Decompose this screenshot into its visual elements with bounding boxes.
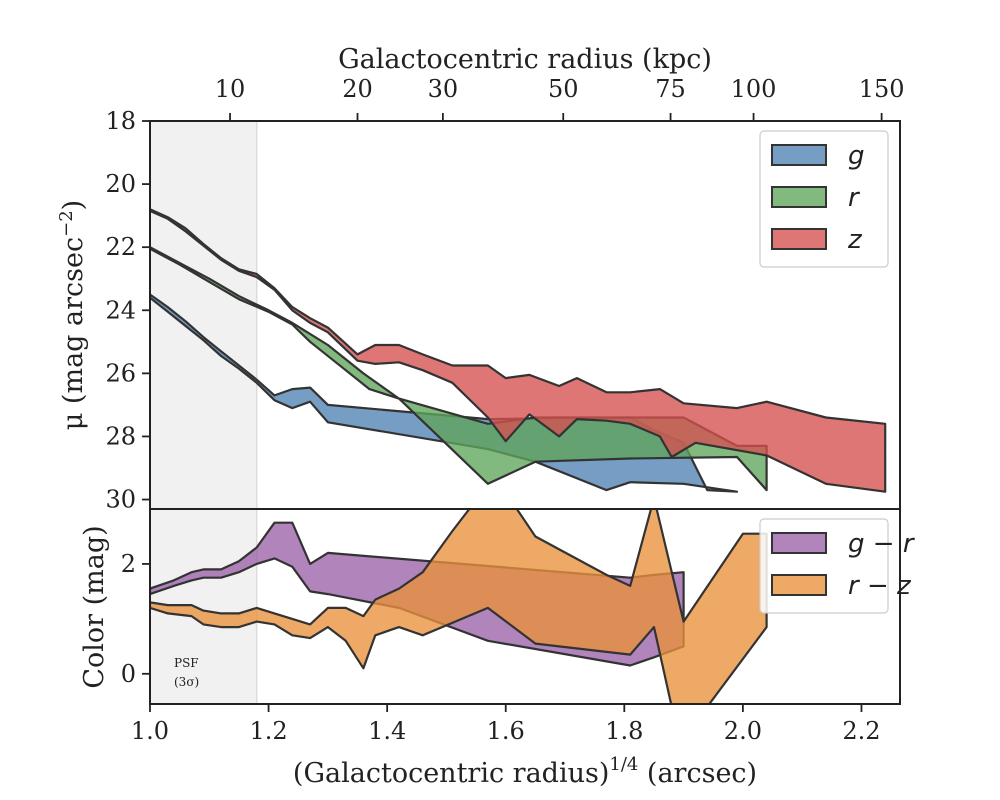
top-legend-swatch-0 <box>771 144 827 166</box>
top-legend-swatch-2 <box>771 228 827 250</box>
kpc-tick-label-6: 150 <box>859 75 905 103</box>
x-tick-label-2: 1.4 <box>368 717 406 745</box>
top-y-tick-label-6: 30 <box>105 486 136 514</box>
kpc-tick-label-5: 100 <box>731 75 777 103</box>
kpc-tick-label-0: 10 <box>215 75 246 103</box>
top-y-tick-label-4: 26 <box>105 359 136 387</box>
top-legend: grz <box>759 130 889 268</box>
top-psf-region <box>150 121 257 509</box>
bottom-legend-swatch-1 <box>771 574 827 596</box>
xlabel-superscript: 1/4 <box>609 754 638 775</box>
top-y-tick-label-1: 20 <box>105 170 136 198</box>
top-y-tick-label-5: 28 <box>105 422 136 450</box>
bottom-x-axis-label: (Galactocentric radius)1/4 (arcsec) <box>293 754 757 789</box>
ylabel-superscript: −2 <box>56 210 77 237</box>
xlabel-main: (Galactocentric radius) <box>293 758 609 789</box>
bottom-y-tick-label-0: 0 <box>121 660 136 688</box>
top-legend-label-2: z <box>847 225 863 255</box>
ylabel-main: μ (mag arcsec <box>58 237 89 430</box>
x-tick-label-3: 1.6 <box>487 717 525 745</box>
ylabel-close: ) <box>58 200 89 211</box>
surface-brightness-panel: 18 20 22 24 26 28 30 10 20 30 50 75 100 150 grz <box>105 75 904 514</box>
top-y-tick-label-0: 18 <box>105 107 136 135</box>
x-tick-label-4: 1.8 <box>605 717 643 745</box>
psf-annotation-line1: PSF <box>174 656 199 670</box>
kpc-tick-label-2: 30 <box>428 75 459 103</box>
x-tick-label-6: 2.2 <box>842 717 880 745</box>
x-tick-label-0: 1.0 <box>131 717 169 745</box>
kpc-tick-label-1: 20 <box>342 75 373 103</box>
top-series-group <box>150 208 887 493</box>
top-legend-swatch-1 <box>771 186 827 208</box>
xlabel-unit: (arcsec) <box>638 758 757 789</box>
bottom-y-tick-label-1: 2 <box>121 550 136 578</box>
top-y-tick-label-2: 22 <box>105 233 136 261</box>
bottom-panel-y-axis-label: Color (mag) <box>79 525 110 688</box>
top-x-axis-label: Galactocentric radius (kpc) <box>338 44 712 75</box>
bottom-legend: g − r r − z <box>759 518 916 614</box>
bottom-legend-label-1: r − z <box>848 571 912 601</box>
x-tick-label-5: 2.0 <box>724 717 762 745</box>
bottom-legend-label-0: g − r <box>848 529 916 559</box>
psf-annotation-line2: (3σ) <box>174 675 199 689</box>
top-series-1-band <box>150 246 768 492</box>
top-y-tick-label-3: 24 <box>105 296 136 324</box>
top-legend-label-0: g <box>848 141 865 171</box>
bottom-axes-frame <box>149 508 901 705</box>
bottom-series-1-band <box>150 509 768 704</box>
top-panel-y-axis-label: μ (mag arcsec−2) <box>56 200 89 430</box>
kpc-tick-label-3: 50 <box>548 75 579 103</box>
kpc-tick-label-4: 75 <box>655 75 686 103</box>
bottom-legend-swatch-0 <box>771 532 827 554</box>
bottom-series-group <box>150 509 768 704</box>
top-series-2-band <box>150 208 887 493</box>
color-panel: 0 2 1.0 1.2 1.4 1.6 1.8 2.0 2.2 g − r r − z <box>121 508 916 745</box>
top-legend-label-1: r <box>848 183 861 213</box>
x-tick-label-1: 1.2 <box>249 717 287 745</box>
